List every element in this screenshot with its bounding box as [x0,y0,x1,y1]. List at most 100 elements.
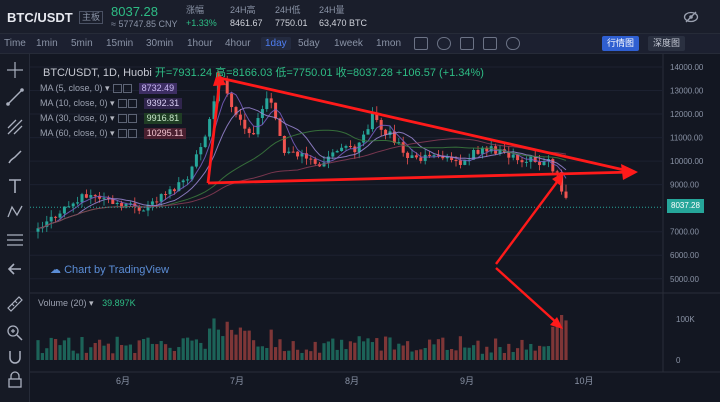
volume-bar [36,340,40,360]
tf-5day[interactable]: 5day [298,38,320,49]
price-tick-label: 9000.00 [670,181,699,190]
candle-body [498,149,502,154]
tf-time[interactable]: Time [4,38,26,49]
market-chart-button[interactable]: 行情图 [602,36,640,51]
candle-body [234,107,238,115]
text-tool-icon[interactable] [5,176,25,196]
fullscreen-icon[interactable] [483,37,497,50]
volume-bar [414,350,418,360]
volume-bar [397,343,401,360]
stat-change: 涨幅 +1.33% [186,4,217,30]
legend-close: 收=8037.28 [335,67,393,79]
volume-tick-label: 0 [676,356,681,365]
volume-bar [181,338,185,360]
tf-1min[interactable]: 1min [36,38,58,49]
crosshair-icon[interactable] [5,60,25,80]
indicator-ma30[interactable]: MA (30, close, 0) ▾ 9916.81 [40,113,183,124]
close-box-icon[interactable] [128,114,138,124]
annotation-arrow-up [495,177,561,265]
volume-bar [423,348,427,360]
candle-body [423,154,427,161]
visibility-box-icon[interactable] [118,99,128,109]
tf-30min[interactable]: 30min [146,38,174,49]
volume-bar [177,347,181,360]
brush-icon[interactable] [5,147,25,167]
candle-body [392,131,396,143]
settings-icon[interactable] [437,37,451,50]
tf-15min[interactable]: 15min [106,38,134,49]
volume-bar [269,329,273,360]
price-chart[interactable]: 14000.00 13000.00 12000.00 11000.00 10000.00… [30,54,720,402]
price-tick-label: 13000.00 [670,87,704,96]
indicator-value: 9392.31 [143,98,183,109]
volume-bar [98,339,102,360]
candle-body [177,182,181,192]
candle-body [516,154,520,161]
tf-1hour[interactable]: 1hour [187,38,213,49]
hide-eye-icon[interactable] [683,9,699,25]
zoom-in-icon[interactable] [5,323,25,343]
indicator-ma10[interactable]: MA (10, close, 0) ▾ 9392.31 [40,98,183,109]
volume-bar [309,351,313,360]
chart-canvas[interactable]: 14000.00 13000.00 12000.00 11000.00 10000.00… [30,54,720,402]
trend-line-icon[interactable] [5,87,25,107]
stat-label: 24H低 [275,5,301,15]
close-box-icon[interactable] [128,99,138,109]
tf-1day[interactable]: 1day [261,37,291,50]
tf-4hour[interactable]: 4hour [225,38,251,49]
volume-bar [520,339,524,360]
candle-body [54,216,58,218]
volume-bar [164,344,168,360]
candle-body [164,194,168,196]
tf-5min[interactable]: 5min [71,38,93,49]
magnet-icon[interactable] [5,347,25,367]
stat-value: 8461.67 [230,18,263,28]
close-box-icon[interactable] [123,84,133,94]
candle-body [454,160,458,162]
visibility-box-icon[interactable] [118,129,128,139]
close-box-icon[interactable] [128,129,138,139]
back-arrow-icon[interactable] [5,259,25,279]
visibility-box-icon[interactable] [113,84,123,94]
tf-1mon[interactable]: 1mon [376,38,402,49]
cny-price: ≈ 57747.85 CNY [111,19,178,29]
indicator-ma60[interactable]: MA (60, close, 0) ▾ 10295.11 [40,128,187,139]
compare-icon[interactable] [460,37,474,50]
candle-body [309,158,313,160]
candle-body [155,201,159,203]
pattern-icon[interactable] [5,202,25,222]
volume-bar [362,341,366,360]
volume-legend[interactable]: Volume (20) ▾ 39.897K [38,298,136,308]
candle-body [238,114,242,120]
symbol-name[interactable]: BTC/USDT [7,10,73,25]
pitchfork-icon[interactable] [5,117,25,137]
candle-body [282,135,286,153]
volume-bar [45,348,49,360]
volume-bar [186,337,190,360]
tf-1week[interactable]: 1week [334,38,363,49]
annotation-arrowhead-down [550,317,563,329]
volume-bar [326,341,330,360]
volume-bar [322,343,326,360]
fib-icon[interactable] [5,230,25,250]
volume-bar [172,350,176,360]
visibility-box-icon[interactable] [118,114,128,124]
depth-chart-button[interactable]: 深度图 [648,36,686,51]
candle-body [340,147,344,152]
volume-bar [366,338,370,360]
stat-24h-volume: 24H量 63,470 BTC [319,4,367,30]
camera-icon[interactable] [506,37,520,50]
tradingview-watermark[interactable]: ☁ Chart by TradingView [50,263,169,276]
indicators-icon[interactable] [414,37,428,50]
volume-bar [353,342,357,360]
volume-tick-label: 100K [676,315,695,324]
lock-icon[interactable] [5,370,25,390]
ruler-icon[interactable] [5,294,25,314]
candle-body [296,151,300,157]
volume-bar [441,337,445,360]
volume-bar [344,349,348,360]
volume-bar [128,344,132,360]
time-tick-label: 10月 [574,376,593,386]
watermark-text: Chart by TradingView [64,264,170,276]
indicator-ma5[interactable]: MA (5, close, 0) ▾ 8732.49 [40,83,178,94]
